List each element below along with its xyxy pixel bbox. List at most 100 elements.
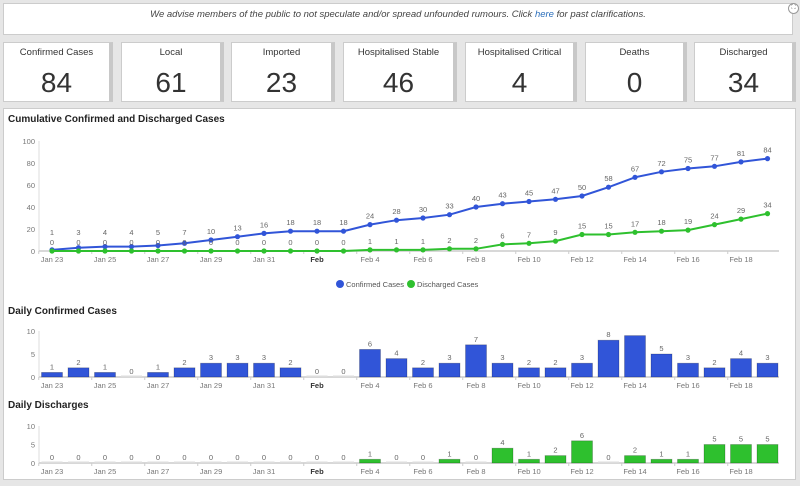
y-tick-label: 10	[27, 327, 35, 336]
x-tick-label: Feb 10	[517, 255, 540, 264]
data-label: 15	[604, 222, 612, 231]
legend-label: Discharged Cases	[417, 280, 479, 289]
data-point	[208, 237, 214, 243]
stat-card-hospitalised-stable: Hospitalised Stable 46	[343, 42, 457, 102]
bar-label: 3	[262, 353, 266, 362]
chart-title: Daily Confirmed Cases	[8, 306, 117, 317]
bar-label: 2	[633, 446, 637, 455]
x-tick-label: Jan 29	[200, 255, 223, 264]
bar-label: 2	[288, 358, 292, 367]
data-point	[711, 163, 718, 169]
data-label: 0	[235, 238, 239, 247]
advisory-banner: We advise members of the public to not s…	[3, 3, 793, 35]
data-label: 67	[631, 164, 639, 173]
data-label: 18	[339, 218, 347, 227]
x-tick-label: Jan 31	[253, 255, 276, 264]
bar	[544, 367, 567, 378]
bar	[333, 375, 354, 377]
x-tick-label: Jan 25	[94, 381, 117, 390]
bar-label: 4	[500, 438, 504, 447]
data-point	[579, 193, 585, 199]
bar	[465, 344, 487, 378]
x-tick-label: Feb 4	[360, 381, 379, 390]
data-point	[340, 248, 347, 254]
stat-value: 46	[382, 67, 415, 98]
bar-label: 5	[659, 344, 663, 353]
bar-label: 0	[50, 453, 54, 462]
data-point	[446, 246, 453, 252]
data-label: 34	[763, 201, 771, 210]
bar-label: 3	[235, 353, 239, 362]
data-point	[155, 242, 161, 249]
data-label: 6	[500, 231, 504, 240]
data-label: 47	[551, 186, 559, 195]
bar-label: 0	[235, 453, 239, 462]
x-tick-label: Jan 29	[200, 467, 223, 476]
stat-label: Deaths	[619, 47, 650, 58]
x-tick-label: Feb 8	[466, 467, 485, 476]
bar-label: 2	[553, 358, 557, 367]
chart-title: Daily Discharges	[8, 400, 89, 411]
data-point	[526, 198, 532, 205]
clarifications-link[interactable]: here	[534, 9, 554, 20]
data-point	[473, 204, 479, 210]
fullscreen-icon[interactable]: ⛶	[788, 3, 799, 14]
data-label: 0	[341, 238, 345, 247]
data-point	[128, 244, 135, 250]
data-point	[128, 248, 135, 254]
bar	[279, 367, 302, 378]
bar	[121, 375, 142, 377]
data-point	[473, 246, 479, 252]
stat-value: 4	[511, 67, 528, 98]
bar	[756, 444, 779, 464]
data-point	[261, 230, 267, 236]
legend-marker	[407, 280, 415, 288]
stat-value: 0	[626, 67, 643, 98]
data-label: 0	[103, 238, 107, 247]
data-label: 4	[103, 228, 107, 237]
stat-value: 84	[40, 67, 73, 98]
x-tick-label: Jan 27	[147, 381, 170, 390]
bar	[730, 358, 752, 378]
y-tick-label: 5	[31, 441, 35, 450]
data-label: 0	[182, 238, 186, 247]
data-point	[261, 248, 267, 254]
bar-label: 7	[474, 335, 478, 344]
bar-label: 4	[739, 349, 743, 358]
data-point	[155, 248, 161, 254]
bar	[650, 458, 673, 464]
x-tick-label: Feb 8	[466, 381, 485, 390]
x-tick-label: Feb 14	[623, 381, 646, 390]
bar-label: 6	[580, 431, 584, 440]
bar	[333, 461, 354, 463]
bar	[438, 458, 461, 464]
bar-label: 1	[686, 449, 690, 458]
bar	[650, 353, 673, 378]
bar	[386, 461, 407, 463]
data-label: 45	[525, 189, 533, 198]
data-point	[393, 217, 400, 223]
x-tick-label: Jan 23	[41, 255, 64, 264]
bar	[571, 440, 593, 464]
data-point	[579, 231, 585, 238]
bar	[677, 362, 699, 378]
stat-label: Confirmed Cases	[19, 47, 94, 58]
data-label: 77	[710, 153, 718, 162]
data-label: 0	[262, 238, 266, 247]
x-tick-label: Feb 14	[623, 467, 646, 476]
bar-label: 3	[580, 353, 584, 362]
x-tick-label: Feb 6	[413, 467, 432, 476]
charts-panel: Cumulative Confirmed and Discharged Case…	[3, 108, 796, 480]
data-point	[552, 196, 559, 202]
x-tick-label: Feb 4	[360, 467, 379, 476]
data-point	[208, 248, 214, 254]
data-point	[367, 222, 373, 228]
bar	[544, 455, 567, 464]
bar-label: 2	[421, 358, 425, 367]
bar-label: 0	[182, 453, 186, 462]
data-point	[605, 184, 612, 190]
data-label: 0	[50, 238, 54, 247]
bar-label: 0	[76, 453, 80, 462]
x-tick-label: Feb 12	[570, 381, 593, 390]
data-label: 7	[182, 228, 186, 237]
